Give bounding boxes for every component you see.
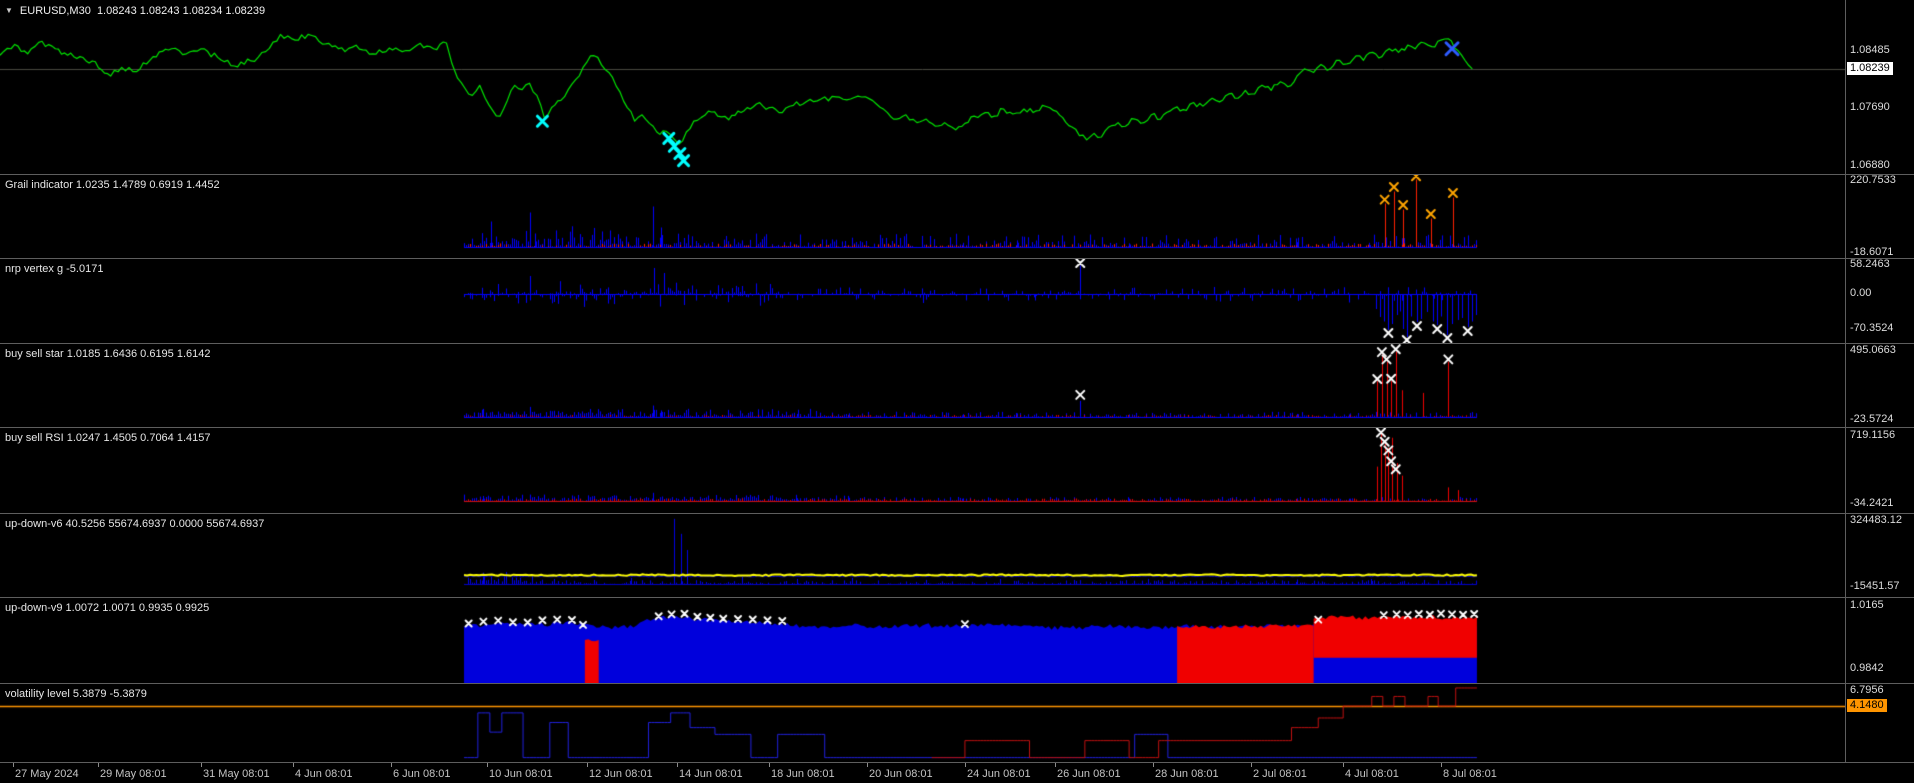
scale-label-updown6-0: 324483.12 — [1850, 514, 1902, 526]
indicator-label-updown6: up-down-v6 40.5256 55674.6937 0.0000 556… — [5, 518, 265, 530]
price-scale[interactable] — [1846, 0, 1914, 762]
symbol-ohlc-text: EURUSD,M30 1.08243 1.08243 1.08234 1.082… — [19, 5, 266, 17]
time-label-11: 26 Jun 08:01 — [1057, 768, 1121, 780]
scale-label-updown6-1: -15451.57 — [1850, 580, 1900, 592]
pane-separator-updown9[interactable] — [0, 597, 1914, 598]
time-scale[interactable]: 27 May 2024 29 May 08:01 31 May 08:01 4 Jun… — [0, 762, 1914, 783]
indicator-label-nrp: nrp vertex g -5.0171 — [5, 263, 104, 275]
scale-label-star-0: 495.0663 — [1850, 344, 1896, 356]
time-tick — [867, 763, 868, 767]
scale-label-grail-1: -18.6071 — [1850, 246, 1894, 258]
scale-label-rsi-1: -34.2421 — [1850, 497, 1894, 509]
time-tick — [1153, 763, 1154, 767]
time-tick — [391, 763, 392, 767]
scale-label-grail-0: 220.7533 — [1850, 174, 1896, 186]
scale-label-nrp-0: 58.2463 — [1850, 258, 1890, 270]
scale-label-price-2: 1.07690 — [1850, 101, 1890, 113]
time-tick — [1251, 763, 1252, 767]
scale-label-price-3: 1.06880 — [1850, 159, 1890, 171]
time-label-10: 24 Jun 08:01 — [967, 768, 1031, 780]
time-label-4: 6 Jun 08:01 — [393, 768, 451, 780]
scale-label-nrp-1: 0.00 — [1850, 287, 1872, 299]
time-label-13: 2 Jul 08:01 — [1253, 768, 1307, 780]
time-tick — [1055, 763, 1056, 767]
time-tick — [769, 763, 770, 767]
indicator-label-rsi: buy sell RSI 1.0247 1.4505 0.7064 1.4157 — [5, 432, 211, 444]
scale-label-star-1: -23.5724 — [1850, 413, 1894, 425]
scale-label-price-1: 1.08239 — [1847, 62, 1893, 75]
pane-separator-rsi[interactable] — [0, 427, 1914, 428]
pane-separator-volatility[interactable] — [0, 683, 1914, 684]
time-label-0: 27 May 2024 — [15, 768, 79, 780]
chart-dropdown-icon[interactable]: ▼ — [5, 6, 13, 15]
scale-label-updown9-0: 1.0165 — [1850, 599, 1884, 611]
indicator-label-grail: Grail indicator 1.0235 1.4789 0.6919 1.4… — [5, 179, 220, 191]
chart-symbol-label: ▼ EURUSD,M30 1.08243 1.08243 1.08234 1.08… — [5, 4, 265, 18]
time-label-3: 4 Jun 08:01 — [295, 768, 353, 780]
pane-separator-grail[interactable] — [0, 174, 1914, 175]
pane-canvas-grail[interactable] — [0, 175, 1845, 259]
scale-label-price-0: 1.08485 — [1850, 44, 1890, 56]
pane-separator-star[interactable] — [0, 343, 1914, 344]
scale-label-rsi-0: 719.1156 — [1850, 429, 1896, 441]
time-label-14: 4 Jul 08:01 — [1345, 768, 1399, 780]
time-tick — [587, 763, 588, 767]
time-label-5: 10 Jun 08:01 — [489, 768, 553, 780]
time-label-9: 20 Jun 08:01 — [869, 768, 933, 780]
time-tick — [1343, 763, 1344, 767]
pane-canvas-nrp[interactable] — [0, 259, 1845, 344]
pane-canvas-updown9[interactable] — [0, 598, 1845, 684]
time-tick — [677, 763, 678, 767]
time-tick — [201, 763, 202, 767]
scale-label-updown9-1: 0.9842 — [1850, 662, 1884, 674]
time-label-1: 29 May 08:01 — [100, 768, 167, 780]
scale-label-nrp-2: -70.3524 — [1850, 322, 1894, 334]
time-label-2: 31 May 08:01 — [203, 768, 270, 780]
price-scale-divider — [1845, 0, 1846, 762]
time-label-6: 12 Jun 08:01 — [589, 768, 653, 780]
time-label-8: 18 Jun 08:01 — [771, 768, 835, 780]
scale-label-volatility-1: 4.1480 — [1847, 699, 1887, 712]
pane-canvas-updown6[interactable] — [0, 514, 1845, 598]
pane-canvas-rsi[interactable] — [0, 428, 1845, 514]
pane-separator-updown6[interactable] — [0, 513, 1914, 514]
time-tick — [13, 763, 14, 767]
time-tick — [98, 763, 99, 767]
time-tick — [293, 763, 294, 767]
pane-canvas-volatility[interactable] — [0, 684, 1845, 761]
time-tick — [965, 763, 966, 767]
time-tick — [1441, 763, 1442, 767]
time-label-7: 14 Jun 08:01 — [679, 768, 743, 780]
indicator-label-volatility: volatility level 5.3879 -5.3879 — [5, 688, 147, 700]
indicator-label-star: buy sell star 1.0185 1.6436 0.6195 1.614… — [5, 348, 211, 360]
time-label-15: 8 Jul 08:01 — [1443, 768, 1497, 780]
pane-separator-nrp[interactable] — [0, 258, 1914, 259]
time-label-12: 28 Jun 08:01 — [1155, 768, 1219, 780]
indicator-label-updown9: up-down-v9 1.0072 1.0071 0.9935 0.9925 — [5, 602, 210, 614]
pane-canvas-price[interactable] — [0, 0, 1845, 175]
time-tick — [487, 763, 488, 767]
scale-label-volatility-0: 6.7956 — [1850, 684, 1884, 696]
pane-canvas-star[interactable] — [0, 344, 1845, 428]
